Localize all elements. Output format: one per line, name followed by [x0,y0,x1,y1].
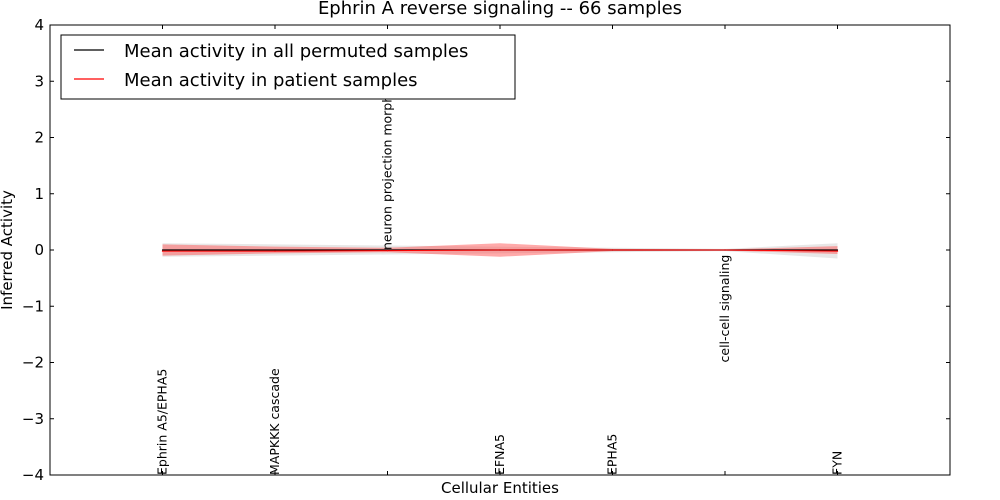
y-tick-label: −4 [22,466,44,484]
category-label: cell-cell signaling [717,255,732,363]
y-tick-label: −3 [22,410,44,428]
legend: Mean activity in all permuted samples Me… [60,34,516,100]
y-tick-label: −2 [22,354,44,372]
y-tick-label: −1 [22,297,44,315]
series-1-point [274,250,276,252]
legend-box [60,34,516,100]
y-tick-label: 3 [34,72,44,90]
series-0-point [161,249,164,251]
series-1-point [161,250,164,252]
y-tick-label: 1 [34,185,44,203]
category-label: FYN [830,451,845,475]
series-1-point [386,249,389,252]
series-1-point [724,249,726,251]
lines-layer [161,249,839,252]
y-axis-ticks [50,24,950,476]
category-label: Ephrin A5/EPHA5 [155,369,170,475]
series-0-point [836,249,839,251]
series-1-point [499,249,501,251]
y-axis-label: Inferred Activity [0,190,16,310]
y-tick-label: 0 [34,241,44,259]
y-axis-tick-labels: 4 3 2 1 0 −1 −2 −3 −4 [22,16,44,484]
series-1-point [611,249,614,251]
chart-title: Ephrin A reverse signaling -- 66 samples [318,0,682,19]
y-tick-label: 4 [34,16,44,34]
y-tick-label: 2 [34,129,44,147]
category-label: MAPKKK cascade [267,368,282,475]
category-label: EFNA5 [492,434,507,475]
series-0-point [274,249,276,251]
category-label: EPHA5 [605,434,620,475]
legend-label-patient: Mean activity in patient samples [124,70,418,91]
x-axis-label: Cellular Entities [441,479,559,497]
series-1-point [836,250,839,252]
legend-label-permuted: Mean activity in all permuted samples [124,41,468,62]
